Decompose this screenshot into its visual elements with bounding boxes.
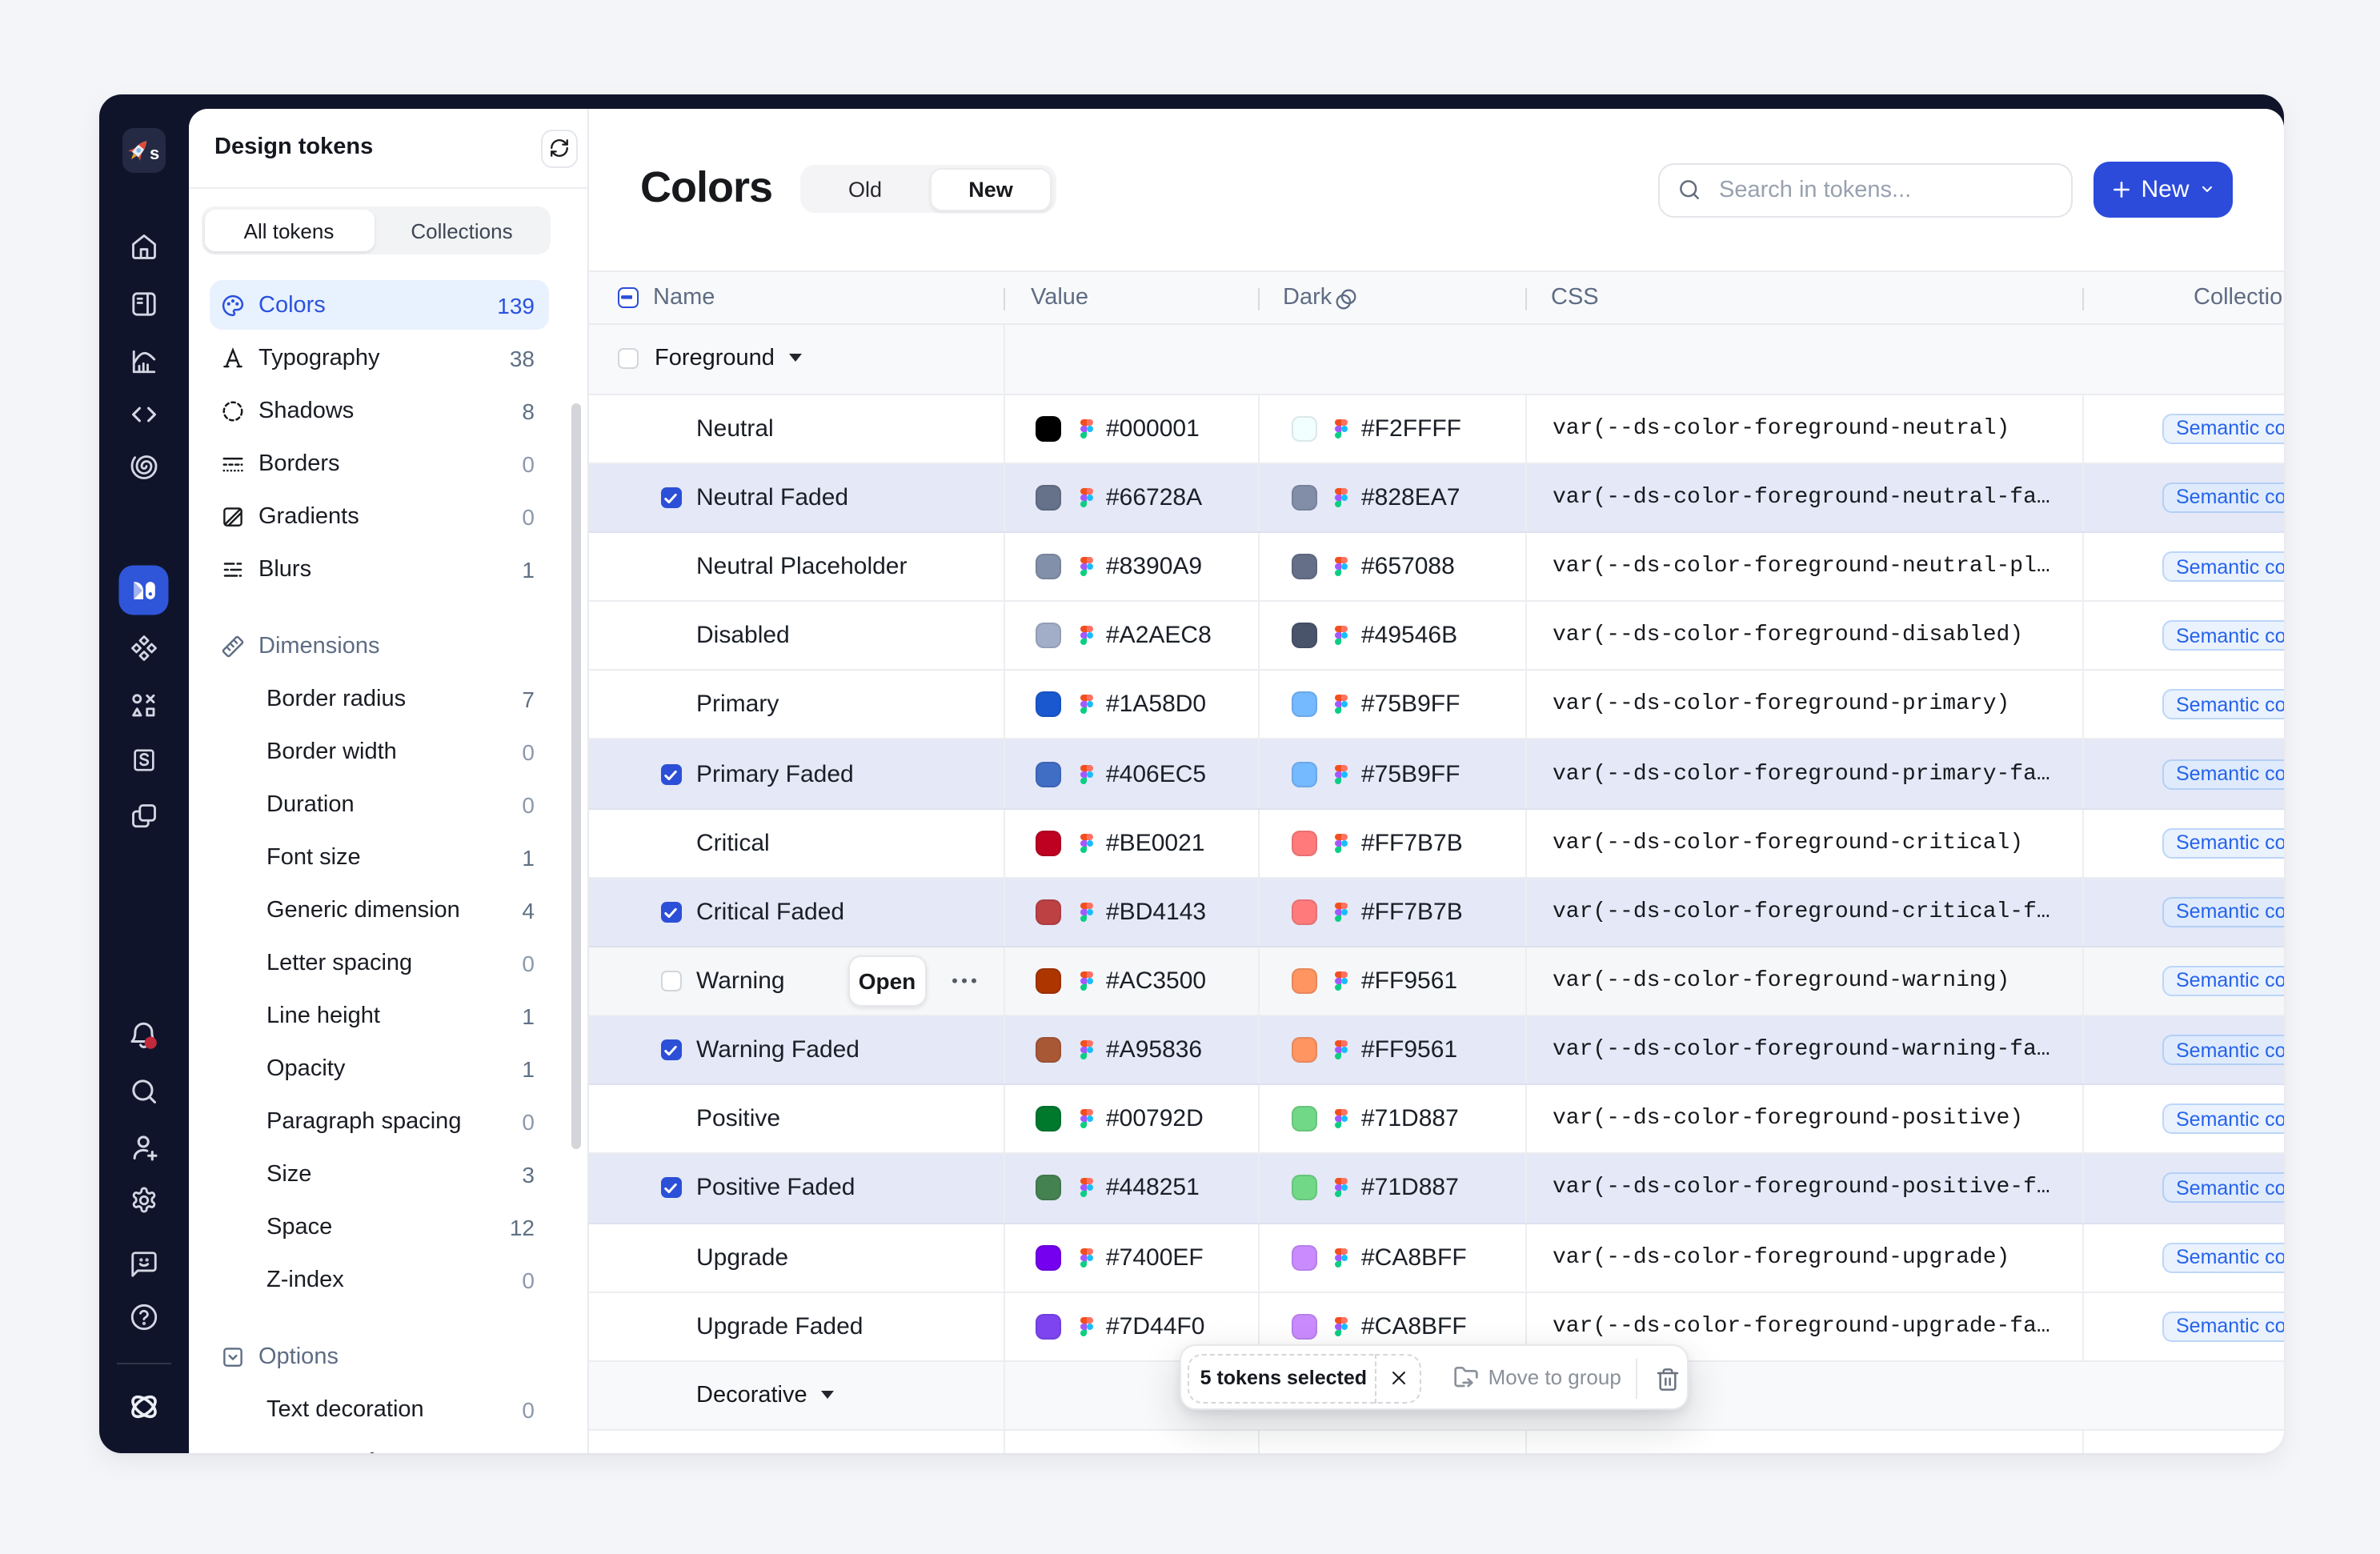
svg-text:s: s	[149, 142, 158, 162]
